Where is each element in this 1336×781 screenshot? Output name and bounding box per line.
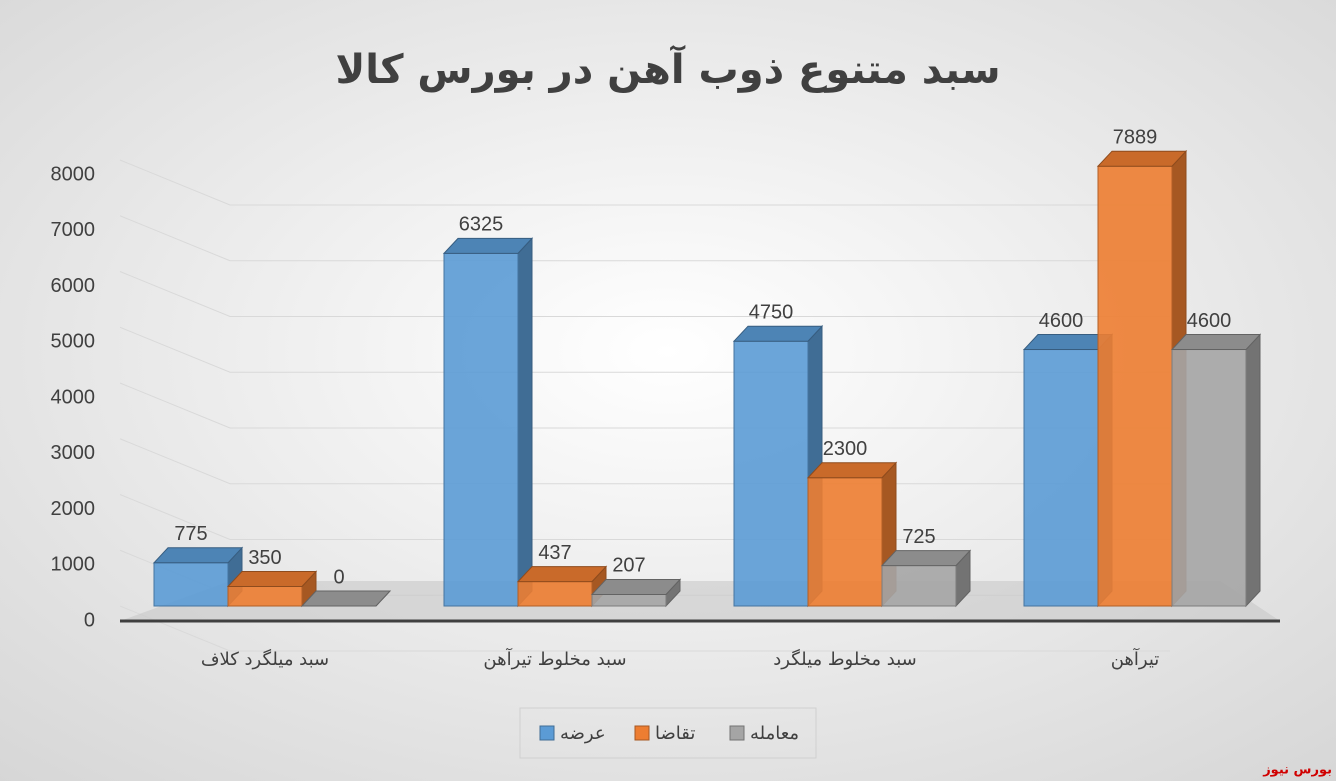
legend-box bbox=[519, 707, 817, 759]
y-tick-label: 8000 bbox=[51, 163, 96, 185]
bar bbox=[733, 340, 809, 607]
y-tick-label: 4000 bbox=[51, 386, 96, 408]
legend-swatch bbox=[729, 725, 745, 741]
grid-line bbox=[119, 215, 1170, 262]
y-tick-label: 6000 bbox=[51, 275, 96, 297]
legend-label: تقاضا bbox=[655, 723, 695, 744]
grid-line bbox=[119, 159, 1170, 206]
data-label: 2300 bbox=[823, 438, 868, 460]
data-label: 437 bbox=[538, 542, 571, 564]
y-tick-label: 3000 bbox=[51, 442, 96, 464]
x-tick-label: سبد مخلوط میلگرد bbox=[773, 648, 917, 670]
y-tick-label: 2000 bbox=[51, 498, 96, 520]
bar bbox=[807, 477, 883, 607]
bar bbox=[881, 565, 957, 607]
grid-line bbox=[119, 326, 1170, 373]
bar-top bbox=[732, 325, 824, 342]
bar-top bbox=[880, 550, 972, 567]
y-tick-label: 5000 bbox=[51, 331, 96, 353]
bar-top bbox=[516, 566, 608, 583]
bar-top bbox=[1170, 334, 1262, 351]
grid-line bbox=[119, 271, 1170, 317]
data-label: 4600 bbox=[1039, 310, 1084, 332]
data-label: 4600 bbox=[1187, 310, 1232, 332]
legend-label: عرضه bbox=[560, 723, 606, 744]
bar bbox=[591, 593, 667, 607]
legend-label: معامله bbox=[750, 723, 799, 744]
data-label: 7889 bbox=[1113, 126, 1158, 148]
legend-swatch bbox=[539, 725, 555, 741]
grid-line bbox=[119, 382, 1170, 429]
bar bbox=[1097, 165, 1173, 607]
x-tick-label: تیرآهن bbox=[1111, 647, 1160, 670]
bar-top bbox=[806, 462, 898, 479]
data-label: 207 bbox=[612, 555, 645, 577]
bar-side bbox=[1245, 333, 1261, 608]
bar-top bbox=[442, 237, 534, 254]
floor bbox=[120, 581, 1280, 621]
legend-swatch bbox=[634, 725, 650, 741]
y-tick-label: 7000 bbox=[51, 219, 96, 241]
bar-top bbox=[300, 590, 392, 607]
bar bbox=[1171, 349, 1247, 607]
bar-top bbox=[1096, 150, 1188, 167]
bar bbox=[227, 585, 303, 607]
bar bbox=[517, 581, 593, 607]
data-label: 6325 bbox=[459, 214, 504, 236]
bar bbox=[153, 562, 229, 607]
chart-title: سبد متنوع ذوب آهن در بورس کالا bbox=[335, 44, 1000, 93]
bar-top bbox=[152, 547, 244, 564]
bar-top bbox=[590, 578, 682, 595]
bar-side bbox=[517, 237, 533, 608]
data-label: 4750 bbox=[749, 301, 794, 323]
bar bbox=[443, 252, 519, 607]
data-label: 0 bbox=[333, 566, 344, 588]
bar bbox=[1023, 349, 1099, 607]
y-tick-label: 1000 bbox=[51, 554, 96, 576]
watermark: بورس نیوز bbox=[1262, 763, 1332, 778]
x-tick-label: سبد مخلوط تیرآهن bbox=[483, 647, 626, 670]
x-tick-label: سبد میلگرد کلاف bbox=[201, 648, 329, 670]
data-label: 350 bbox=[248, 547, 281, 569]
bar-top bbox=[226, 570, 318, 587]
data-label: 725 bbox=[902, 526, 935, 548]
y-tick-label: 0 bbox=[84, 609, 95, 631]
data-label: 775 bbox=[174, 523, 207, 545]
